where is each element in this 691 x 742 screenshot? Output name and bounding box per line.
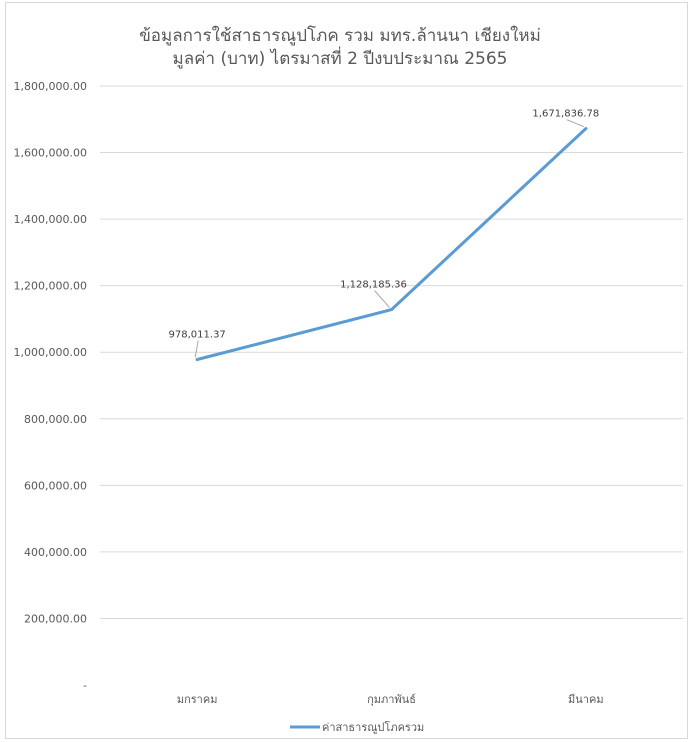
chart-title: ข้อมูลการใช้สาธารณูปโภค รวม มทร.ล้านนา เ… (139, 25, 541, 69)
data-label-leader (194, 340, 199, 358)
legend: ค่าสาธารณูปโภครวม (290, 720, 424, 734)
y-tick-label: 1,600,000.00 (14, 147, 87, 160)
data-label: 978,011.37 (169, 330, 226, 341)
x-axis-tick-labels: มกราคม กุมภาพันธ์ มีนาคม (177, 693, 604, 706)
y-tick-label: 600,000.00 (24, 479, 87, 492)
x-tick-label: มีนาคม (568, 693, 604, 706)
data-label: 1,671,836.78 (532, 109, 599, 120)
chart-frame (5, 2, 688, 739)
data-point (195, 358, 199, 362)
data-labels: 978,011.37 1,128,185.36 1,671,836.78 (169, 109, 599, 358)
chart-title-line-2: มูลค่า (บาท) ไตรมาสที่ 2 ปีงบประมาณ 2565 (173, 46, 508, 69)
y-tick-label: 1,000,000.00 (14, 346, 87, 359)
data-label: 1,128,185.36 (340, 280, 407, 291)
chart-title-line-1: ข้อมูลการใช้สาธารณูปโภค รวม มทร.ล้านนา เ… (139, 25, 541, 46)
data-point (584, 127, 588, 131)
y-tick-label: 800,000.00 (24, 413, 87, 426)
y-tick-label: - (83, 679, 87, 692)
series-line (195, 127, 588, 361)
data-label-leader (374, 290, 390, 308)
y-tick-label: 1,400,000.00 (14, 213, 87, 226)
data-point (390, 308, 393, 312)
gridlines (100, 85, 683, 619)
y-tick-label: 200,000.00 (24, 612, 87, 625)
x-tick-label: กุมภาพันธ์ (367, 693, 416, 706)
legend-label: ค่าสาธารณูปโภครวม (322, 720, 424, 734)
series-layer (195, 127, 588, 362)
data-label-leader (566, 119, 585, 128)
y-axis-tick-labels: - 200,000.00 400,000.00 600,000.00 800,000.0… (14, 80, 88, 692)
y-tick-label: 1,200,000.00 (14, 280, 87, 293)
y-tick-label: 1,800,000.00 (14, 80, 87, 93)
x-tick-label: มกราคม (177, 693, 218, 706)
y-tick-label: 400,000.00 (24, 546, 87, 559)
